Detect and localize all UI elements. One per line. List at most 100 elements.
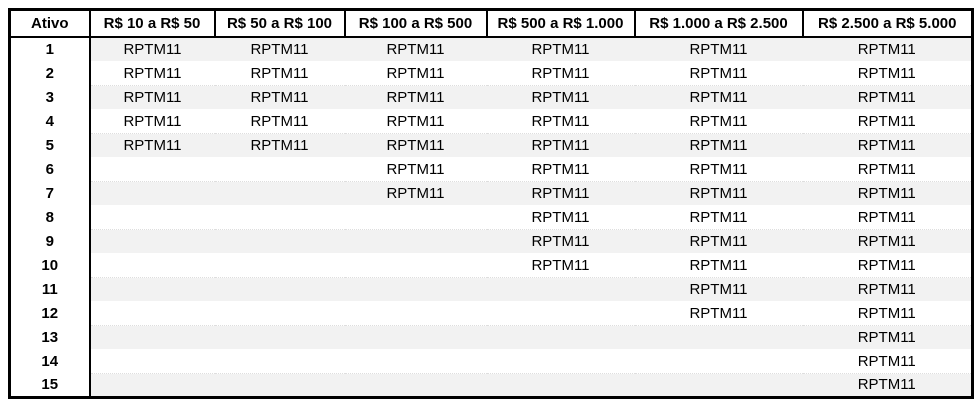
empty-cell	[89, 277, 215, 302]
ticker-cell: RPTM11	[214, 37, 345, 62]
row-number: 9	[9, 229, 91, 253]
empty-cell	[214, 373, 345, 398]
empty-cell	[344, 229, 487, 254]
ticker-cell: RPTM11	[214, 133, 345, 158]
ticker-cell: RPTM11	[802, 157, 973, 182]
ticker-cell: RPTM11	[802, 61, 973, 86]
empty-cell	[89, 325, 215, 350]
ticker-cell: RPTM11	[634, 253, 803, 278]
table-row: 7 RPTM11 RPTM11 RPTM11 RPTM11	[9, 181, 973, 206]
ticker-cell: RPTM11	[634, 205, 803, 230]
row-number: 11	[9, 277, 91, 301]
ticker-cell: RPTM11	[486, 181, 635, 206]
empty-cell	[89, 181, 215, 206]
table-row: 6 RPTM11 RPTM11 RPTM11 RPTM11	[9, 157, 973, 182]
ticker-cell: RPTM11	[486, 229, 635, 254]
empty-cell	[214, 157, 345, 182]
col-header-range-5: R$ 1.000 a R$ 2.500	[633, 9, 804, 38]
ticker-cell: RPTM11	[486, 253, 635, 278]
row-number: 2	[9, 61, 91, 85]
row-number: 6	[9, 157, 91, 181]
ticker-cell: RPTM11	[802, 277, 973, 302]
ticker-cell: RPTM11	[486, 37, 635, 62]
ticker-cell: RPTM11	[634, 61, 803, 86]
table-row: 11 RPTM11 RPTM11	[9, 277, 973, 302]
empty-cell	[634, 325, 803, 350]
ticker-cell: RPTM11	[802, 253, 973, 278]
row-number: 8	[9, 205, 91, 229]
row-number: 14	[9, 349, 91, 373]
ticker-cell: RPTM11	[634, 229, 803, 254]
empty-cell	[89, 301, 215, 326]
header-row: Ativo R$ 10 a R$ 50 R$ 50 a R$ 100 R$ 100 …	[8, 9, 974, 38]
ticker-cell: RPTM11	[486, 85, 635, 110]
table-row: 14 RPTM11	[9, 349, 973, 374]
ticker-cell: RPTM11	[802, 133, 973, 158]
col-header-range-6: R$ 2.500 a R$ 5.000	[801, 9, 974, 38]
ticker-cell: RPTM11	[89, 85, 215, 110]
empty-cell	[486, 349, 635, 374]
col-header-range-3: R$ 100 a R$ 500	[343, 9, 488, 38]
empty-cell	[344, 253, 487, 278]
col-header-ativo: Ativo	[8, 9, 91, 38]
ticker-cell: RPTM11	[634, 109, 803, 134]
table-row: 4 RPTM11 RPTM11 RPTM11 RPTM11 RPTM11 RPTM11	[9, 109, 973, 134]
empty-cell	[344, 205, 487, 230]
ticker-cell: RPTM11	[634, 157, 803, 182]
empty-cell	[486, 301, 635, 326]
ticker-cell: RPTM11	[634, 37, 803, 62]
ticker-cell: RPTM11	[89, 37, 215, 62]
ticker-cell: RPTM11	[802, 181, 973, 206]
empty-cell	[486, 325, 635, 350]
empty-cell	[89, 205, 215, 230]
ticker-cell: RPTM11	[802, 37, 973, 62]
ticker-cell: RPTM11	[802, 229, 973, 254]
row-number: 12	[9, 301, 91, 325]
empty-cell	[486, 277, 635, 302]
ticker-cell: RPTM11	[214, 109, 345, 134]
table-row: 12 RPTM11 RPTM11	[9, 301, 973, 326]
empty-cell	[214, 253, 345, 278]
ticker-cell: RPTM11	[634, 277, 803, 302]
ticker-cell: RPTM11	[344, 85, 487, 110]
ticker-cell: RPTM11	[89, 61, 215, 86]
ticker-cell: RPTM11	[214, 61, 345, 86]
table-body: 1 RPTM11 RPTM11 RPTM11 RPTM11 RPTM11 RPTM11 2 RP…	[9, 37, 973, 398]
ticker-cell: RPTM11	[486, 109, 635, 134]
empty-cell	[486, 373, 635, 398]
ticker-cell: RPTM11	[802, 301, 973, 326]
ticker-cell: RPTM11	[802, 373, 973, 398]
col-header-range-4: R$ 500 a R$ 1.000	[485, 9, 636, 38]
row-number: 13	[9, 325, 91, 349]
empty-cell	[344, 301, 487, 326]
table-row: 10 RPTM11 RPTM11 RPTM11	[9, 253, 973, 278]
ticker-cell: RPTM11	[89, 133, 215, 158]
empty-cell	[634, 349, 803, 374]
empty-cell	[214, 181, 345, 206]
col-header-range-1: R$ 10 a R$ 50	[88, 9, 216, 38]
col-header-range-2: R$ 50 a R$ 100	[213, 9, 346, 38]
ticker-cell: RPTM11	[344, 109, 487, 134]
price-range-table-container: Ativo R$ 10 a R$ 50 R$ 50 a R$ 100 R$ 100 …	[8, 8, 974, 399]
ticker-cell: RPTM11	[344, 61, 487, 86]
table-row: 15 RPTM11	[9, 373, 973, 398]
empty-cell	[214, 229, 345, 254]
empty-cell	[89, 229, 215, 254]
row-number: 5	[9, 133, 91, 157]
empty-cell	[214, 349, 345, 374]
table-row: 1 RPTM11 RPTM11 RPTM11 RPTM11 RPTM11 RPTM11	[9, 37, 973, 62]
ticker-cell: RPTM11	[802, 85, 973, 110]
empty-cell	[214, 205, 345, 230]
ticker-cell: RPTM11	[214, 85, 345, 110]
row-number: 7	[9, 181, 91, 205]
empty-cell	[214, 325, 345, 350]
ticker-cell: RPTM11	[486, 157, 635, 182]
table-row: 3 RPTM11 RPTM11 RPTM11 RPTM11 RPTM11 RPTM11	[9, 85, 973, 110]
ticker-cell: RPTM11	[486, 61, 635, 86]
ticker-cell: RPTM11	[344, 37, 487, 62]
ticker-cell: RPTM11	[486, 205, 635, 230]
empty-cell	[344, 277, 487, 302]
table-row: 8 RPTM11 RPTM11 RPTM11	[9, 205, 973, 230]
row-number: 1	[9, 37, 91, 61]
ticker-cell: RPTM11	[802, 109, 973, 134]
